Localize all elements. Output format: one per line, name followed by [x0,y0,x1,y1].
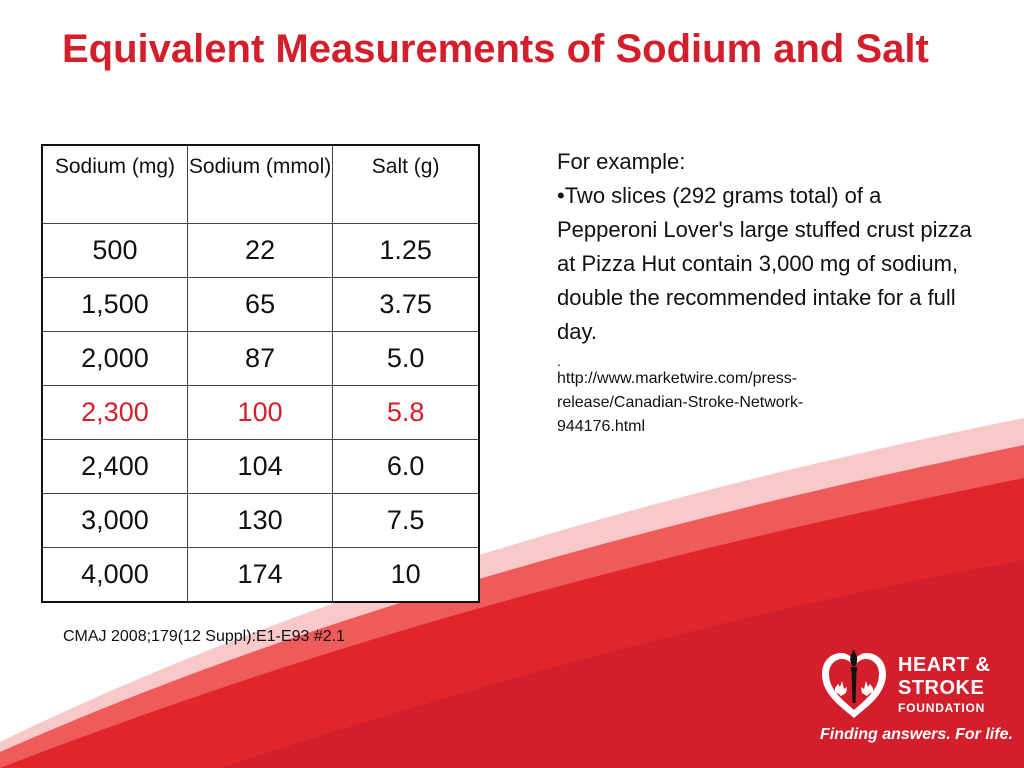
table-row: 3,000 130 7.5 [41,492,480,548]
table-cell: 1.25 [332,222,480,278]
table-cell: 130 [186,492,334,548]
sodium-salt-table: Sodium (mg) Sodium (mmol) Salt (g) 500 2… [41,144,480,603]
table-cell: 500 [41,222,188,278]
logo-wordmark: HEART & STROKE FOUNDATION [898,654,990,716]
table-cell: 7.5 [332,492,480,548]
table-cell: 3.75 [332,276,480,332]
table-cell: 5.0 [332,330,480,386]
citation: CMAJ 2008;179(12 Suppl):E1-E93 #2.1 [63,628,345,645]
table-cell: 2,300 [41,384,188,440]
column-header-salt-g: Salt (g) [332,144,480,224]
table-cell: 22 [186,222,334,278]
logo-line-foundation: FOUNDATION [898,701,986,715]
example-text-box: For example: •Two slices (292 grams tota… [557,145,977,439]
table-cell: 87 [186,330,334,386]
heart-torch-icon [822,649,886,718]
table-cell: 4,000 [41,546,188,602]
table-cell: 104 [186,438,334,494]
table-cell: 3,000 [41,492,188,548]
logo-tagline: Finding answers. For life. [820,726,1013,743]
column-header-sodium-mmol: Sodium (mmol) [186,144,334,224]
example-dot: . [557,353,561,369]
table-cell: 6.0 [332,438,480,494]
table-row: 2,000 87 5.0 [41,330,480,386]
table-row: 4,000 174 10 [41,546,480,602]
logo-line-stroke: STROKE [898,677,985,699]
logo-line-heart: HEART & [898,654,991,676]
table-cell: 10 [332,546,480,602]
example-intro: For example: [557,149,686,174]
table-cell: 1,500 [41,276,188,332]
table-row: 2,400 104 6.0 [41,438,480,494]
example-bullet: •Two slices (292 grams total) of a Peppe… [557,183,972,344]
table-cell: 100 [186,384,334,440]
table-row-highlighted: 2,300 100 5.8 [41,384,480,440]
source-url: http://www.marketwire.com/press-release/… [557,370,804,435]
table-row: 500 22 1.25 [41,222,480,278]
table-cell: 5.8 [332,384,480,440]
table-cell: 65 [186,276,334,332]
heart-stroke-logo: HEART & STROKE FOUNDATION Finding answer… [816,648,1016,753]
table-cell: 2,000 [41,330,188,386]
table-header-row: Sodium (mg) Sodium (mmol) Salt (g) [41,144,480,224]
slide-title: Equivalent Measurements of Sodium and Sa… [62,27,929,71]
column-header-sodium-mg: Sodium (mg) [41,144,188,224]
table-cell: 2,400 [41,438,188,494]
table-cell: 174 [186,546,334,602]
table-row: 1,500 65 3.75 [41,276,480,332]
